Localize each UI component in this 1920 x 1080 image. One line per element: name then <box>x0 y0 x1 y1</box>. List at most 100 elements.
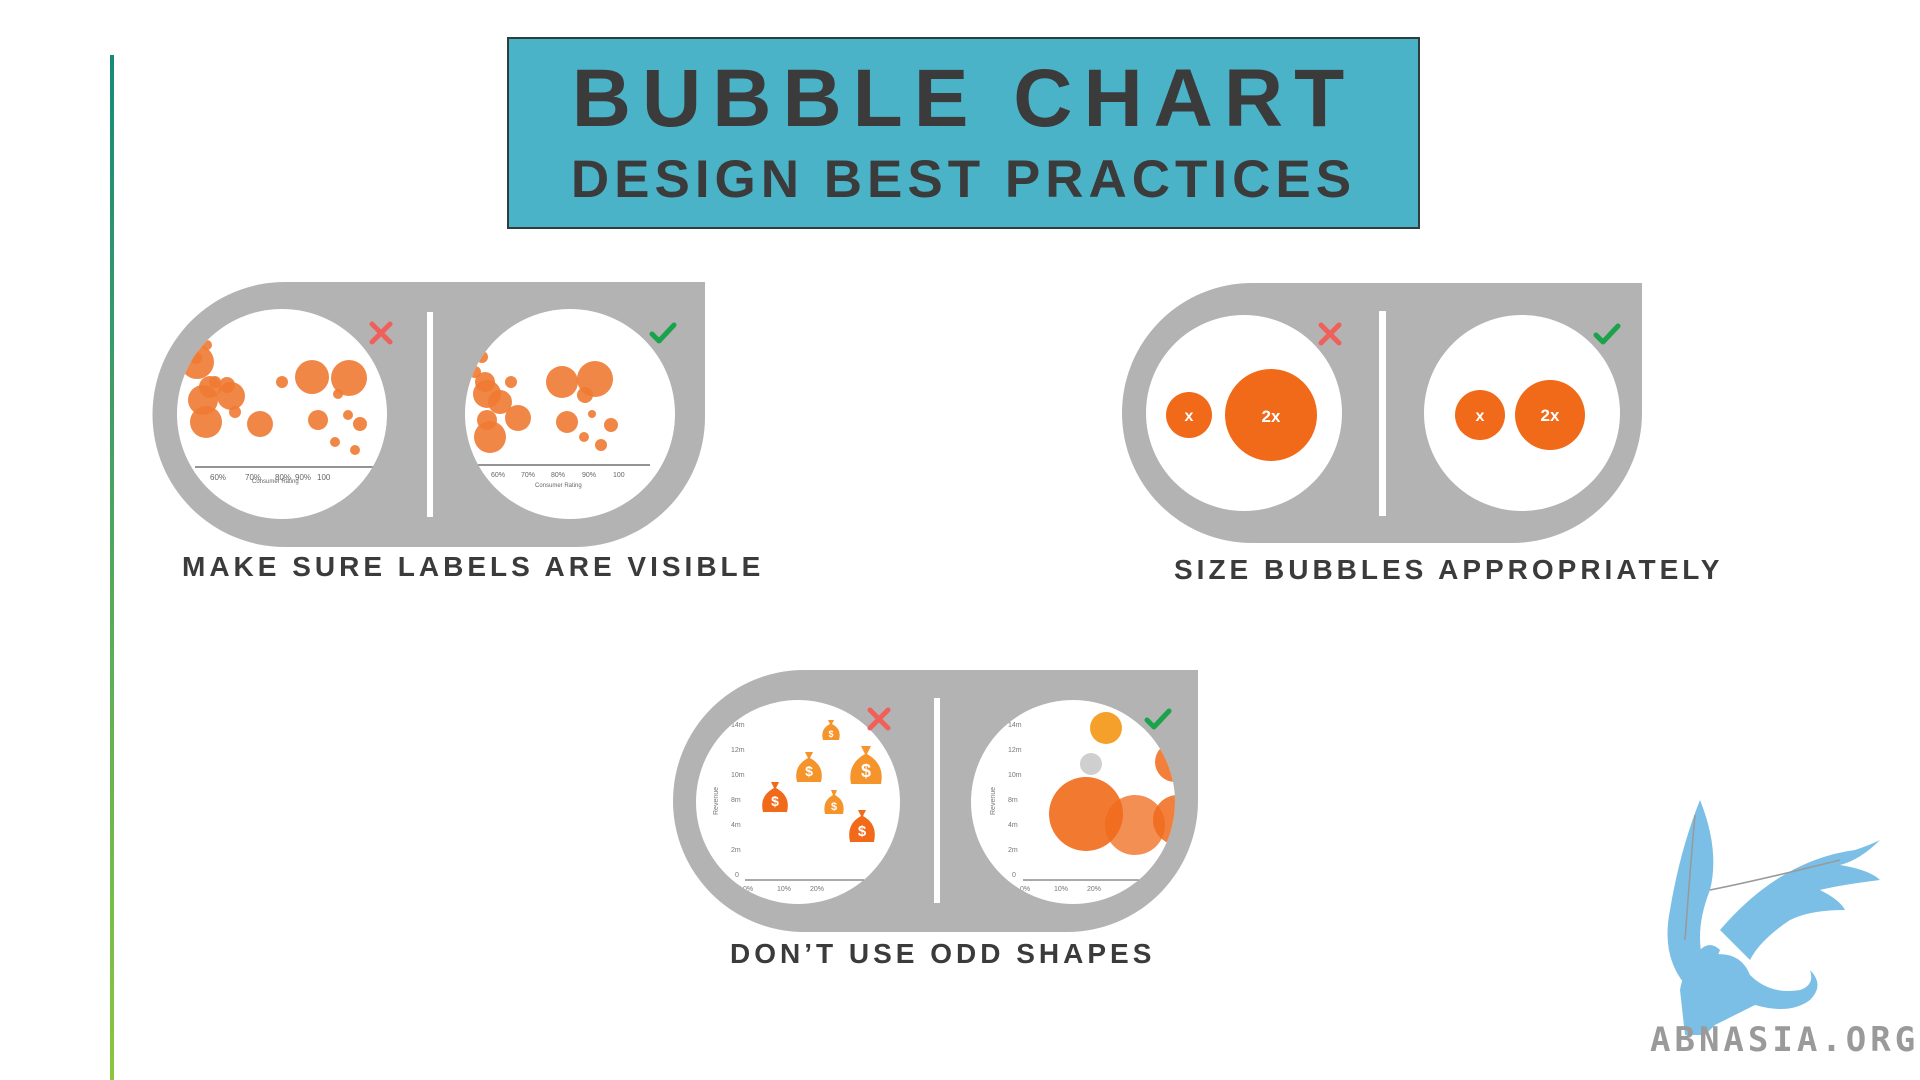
x-tick-label: 10% <box>1054 886 1068 893</box>
bubble <box>223 384 231 392</box>
bubble <box>1049 777 1123 851</box>
bubble <box>343 410 353 420</box>
bad-example-lens <box>696 700 900 904</box>
tick-label: 100 <box>613 472 625 479</box>
bubble <box>350 445 360 455</box>
check-icon <box>649 322 677 344</box>
axis-label: Consumer Rating <box>252 479 299 485</box>
tick-label: 60% <box>210 473 226 482</box>
x-tick-label: 10% <box>777 886 791 893</box>
y-tick-label: 0 <box>1012 872 1016 879</box>
good-bubble-plot: 60% 70% 80% 90% 100 Consumer Rating <box>469 351 650 489</box>
tick-label: 70% <box>521 472 535 479</box>
y-tick-label: 10m <box>1008 772 1022 779</box>
money-bag-icon: $ <box>849 810 875 842</box>
large-bubble-bad <box>1225 369 1317 461</box>
panel-divider <box>1379 311 1386 516</box>
griffin-logo-icon <box>1667 800 1880 1035</box>
y-tick-label: 2m <box>1008 847 1018 854</box>
tick-label: 80% <box>551 472 565 479</box>
labels-visible-panel: 60% 70% 80% 90% 100 Consumer Rating 60% … <box>152 282 705 547</box>
bubble <box>308 410 328 430</box>
bubble <box>604 418 618 432</box>
tick-label: 90% <box>582 472 596 479</box>
y-tick-label: 8m <box>731 797 741 804</box>
bubble <box>505 405 531 431</box>
money-bag-icon: $ <box>796 752 822 782</box>
y-tick-label: 4m <box>1008 822 1018 829</box>
check-icon <box>1144 708 1172 730</box>
tick-label: 70% <box>245 473 261 482</box>
y-tick-label: 12m <box>731 747 745 754</box>
money-bag-icon: $ <box>850 746 882 784</box>
bad-bubble-plot: 60% 70% 80% 90% 100 Consumer Rating <box>180 340 375 485</box>
svg-text:$: $ <box>831 801 837 813</box>
vertical-accent-line <box>110 55 114 1080</box>
large-bubble-label: 2x <box>1541 406 1560 425</box>
cross-icon <box>369 321 393 345</box>
bubble <box>1153 795 1175 845</box>
bubble <box>579 432 589 442</box>
y-tick-label: 14m <box>731 722 745 729</box>
bubble <box>556 411 578 433</box>
bubble <box>333 389 343 399</box>
y-axis-label: Revenue <box>713 787 720 815</box>
bubble <box>577 361 613 397</box>
bubble <box>1105 795 1165 855</box>
y-tick-label: 14m <box>1008 722 1022 729</box>
check-icon <box>1593 323 1621 345</box>
tick-label: 100 <box>317 473 331 482</box>
y-tick-label: 2m <box>731 847 741 854</box>
y-axis-label: Revenue <box>990 787 997 815</box>
svg-text:$: $ <box>771 793 779 809</box>
odd-shapes-caption: DON’T USE ODD SHAPES <box>730 938 1156 969</box>
money-bag-icon: $ <box>822 720 840 740</box>
svg-text:$: $ <box>858 823 867 840</box>
bubble <box>190 406 222 438</box>
odd-shapes-panel: 14m 12m 10m 8m 4m 2m 0 Revenue 0% 10% 20… <box>673 670 1198 932</box>
page-subtitle: DESIGN BEST PRACTICES <box>570 150 1357 209</box>
logo-text: ABNASIA.ORG <box>1650 1020 1920 1060</box>
large-bubble-good <box>1515 380 1585 450</box>
tick-label: 90% <box>295 473 311 482</box>
bubble <box>546 366 578 398</box>
labels-visible-caption: MAKE SURE LABELS ARE VISIBLE <box>182 551 765 582</box>
panel-divider <box>934 698 940 903</box>
y-tick-label: 4m <box>731 822 741 829</box>
bubble <box>1090 712 1122 744</box>
bubble <box>353 417 367 431</box>
bubble <box>330 437 340 447</box>
panel-divider <box>427 312 433 517</box>
y-tick-label: 0 <box>735 872 739 879</box>
svg-text:$: $ <box>828 729 833 739</box>
y-tick-label: 10m <box>731 772 745 779</box>
bubble <box>229 406 241 418</box>
small-bubble-bad <box>1166 392 1212 438</box>
small-bubble-good <box>1455 390 1505 440</box>
bubble <box>276 376 288 388</box>
large-bubble-label: 2x <box>1262 407 1281 426</box>
x-tick-label: 0% <box>743 886 753 893</box>
bubble <box>1080 753 1102 775</box>
size-bubbles-panel: x 2x x 2x <box>1122 283 1642 543</box>
bubble <box>474 421 506 453</box>
money-bag-icon: $ <box>824 790 844 814</box>
svg-text:$: $ <box>805 763 813 779</box>
cross-icon <box>1318 322 1342 346</box>
page-title: BUBBLE CHART <box>571 53 1356 144</box>
small-bubble-label: x <box>1185 408 1194 425</box>
x-tick-label: 0% <box>1020 886 1030 893</box>
small-bubble-label: x <box>1476 408 1485 425</box>
tick-label: 80% <box>275 473 291 482</box>
cross-icon <box>867 707 891 731</box>
x-tick-label: 20% <box>1087 886 1101 893</box>
size-bubbles-caption: SIZE BUBBLES APPROPRIATELY <box>1174 554 1724 585</box>
bubble <box>595 439 607 451</box>
tick-label: 60% <box>491 472 505 479</box>
money-bag-icon: $ <box>762 782 788 812</box>
bubble <box>209 376 221 388</box>
bubble <box>488 390 512 414</box>
money-bag-plot: 14m 12m 10m 8m 4m 2m 0 Revenue 0% 10% 20… <box>713 720 900 893</box>
bubble <box>588 410 596 418</box>
axis-label: Consumer Rating <box>535 483 582 489</box>
